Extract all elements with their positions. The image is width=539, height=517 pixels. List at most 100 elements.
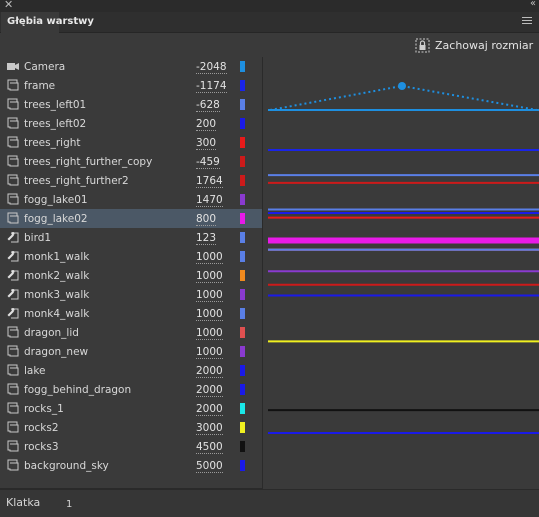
layer-depth-value[interactable]: -628: [196, 99, 220, 112]
layer-color-swatch[interactable]: [240, 80, 245, 91]
layer-depth-value[interactable]: 1764: [196, 175, 223, 188]
layer-row[interactable]: trees_right 300: [0, 133, 262, 152]
layer-row[interactable]: monk3_walk 1000: [0, 285, 262, 304]
layer-color-swatch[interactable]: [240, 251, 245, 262]
layer-name: frame: [24, 80, 56, 92]
collapse-icon[interactable]: ‹‹: [530, 0, 536, 9]
panel-toolbar: Zachowaj rozmiar: [0, 33, 539, 57]
layer-row[interactable]: fogg_lake01 1470: [0, 190, 262, 209]
layer-depth-value[interactable]: 200: [196, 118, 217, 131]
layer-depth-value[interactable]: 2000: [196, 403, 223, 416]
layer-icon: [7, 421, 19, 433]
layer-row[interactable]: trees_left01 -628: [0, 95, 262, 114]
depth-graph: [268, 57, 539, 488]
layer-color-swatch[interactable]: [240, 118, 245, 129]
layer-row[interactable]: rocks_1 2000: [0, 399, 262, 418]
layer-color-swatch[interactable]: [240, 232, 245, 243]
layer-color-swatch[interactable]: [240, 61, 245, 72]
layer-color-swatch[interactable]: [240, 308, 245, 319]
layer-color-swatch[interactable]: [240, 327, 245, 338]
layer-depth-value[interactable]: 5000: [196, 460, 223, 473]
layer-depth-value[interactable]: 1000: [196, 346, 223, 359]
layer-depth-value[interactable]: 3000: [196, 422, 223, 435]
layer-icon: [7, 383, 19, 395]
camera-handle[interactable]: [398, 82, 406, 90]
symbol-icon: [7, 232, 19, 243]
layer-depth-value[interactable]: 300: [196, 137, 217, 150]
layer-depth-value[interactable]: 1000: [196, 270, 223, 283]
layer-name: rocks2: [24, 422, 59, 434]
layer-row[interactable]: monk4_walk 1000: [0, 304, 262, 323]
layer-name: monk3_walk: [24, 289, 90, 301]
layer-depth-value[interactable]: 1000: [196, 289, 223, 302]
layer-color-swatch[interactable]: [240, 99, 245, 110]
layer-row[interactable]: bird1 123: [0, 228, 262, 247]
layer-color-swatch[interactable]: [240, 441, 245, 452]
frame-value[interactable]: 1: [66, 499, 73, 510]
layer-color-swatch[interactable]: [240, 422, 245, 433]
layer-color-swatch[interactable]: [240, 384, 245, 395]
layer-row[interactable]: monk1_walk 1000: [0, 247, 262, 266]
symbol-icon: [7, 251, 19, 262]
hamburger-menu-icon[interactable]: [522, 17, 532, 26]
tab-layer-depth[interactable]: Głębia warstwy: [1, 12, 94, 33]
layer-depth-value[interactable]: 123: [196, 232, 217, 245]
close-icon[interactable]: ✕: [4, 0, 14, 11]
layer-name: fogg_behind_dragon: [24, 384, 132, 396]
frame-label: Klatka: [6, 496, 41, 509]
camera-view-cone: [269, 84, 538, 111]
layer-color-swatch[interactable]: [240, 213, 245, 224]
layer-color-swatch[interactable]: [240, 346, 245, 357]
layer-row[interactable]: trees_right_further_copy -459: [0, 152, 262, 171]
layer-name: trees_right: [24, 137, 81, 149]
layer-name: trees_left02: [24, 118, 87, 130]
layer-depth-value[interactable]: -459: [196, 156, 220, 169]
layer-depth-value[interactable]: 2000: [196, 384, 223, 397]
layer-row[interactable]: Camera -2048: [0, 57, 262, 76]
layer-name: dragon_lid: [24, 327, 79, 339]
layer-name: Camera: [24, 61, 66, 73]
layer-row[interactable]: dragon_new 1000: [0, 342, 262, 361]
layer-row[interactable]: rocks3 4500: [0, 437, 262, 456]
layer-color-swatch[interactable]: [240, 365, 245, 376]
layer-row[interactable]: trees_left02 200: [0, 114, 262, 133]
layer-color-swatch[interactable]: [240, 137, 245, 148]
layer-row[interactable]: background_sky 5000: [0, 456, 262, 475]
layer-color-swatch[interactable]: [240, 270, 245, 281]
layer-depth-value[interactable]: 800: [196, 213, 217, 226]
layer-depth-value[interactable]: -2048: [196, 61, 227, 74]
layer-depth-value[interactable]: 1000: [196, 308, 223, 321]
layer-row[interactable]: rocks2 3000: [0, 418, 262, 437]
layer-color-swatch[interactable]: [240, 175, 245, 186]
layer-row[interactable]: dragon_lid 1000: [0, 323, 262, 342]
layer-depth-value[interactable]: 4500: [196, 441, 223, 454]
layer-row[interactable]: frame -1174: [0, 76, 262, 95]
layer-row[interactable]: monk2_walk 1000: [0, 266, 262, 285]
layer-name: trees_right_further_copy: [24, 156, 153, 168]
layer-name: fogg_lake02: [24, 213, 88, 225]
layer-color-swatch[interactable]: [240, 403, 245, 414]
layer-color-swatch[interactable]: [240, 156, 245, 167]
layer-icon: [7, 212, 19, 224]
layer-row[interactable]: trees_right_further2 1764: [0, 171, 262, 190]
layer-row[interactable]: fogg_behind_dragon 2000: [0, 380, 262, 399]
layer-depth-value[interactable]: 2000: [196, 365, 223, 378]
keep-size-button[interactable]: Zachowaj rozmiar: [415, 36, 533, 54]
layer-color-swatch[interactable]: [240, 289, 245, 300]
layer-name: bird1: [24, 232, 52, 244]
layer-depth-value[interactable]: 1000: [196, 327, 223, 340]
layer-depth-value[interactable]: 1470: [196, 194, 223, 207]
layer-icon: [7, 402, 19, 414]
camera-icon: [7, 63, 19, 70]
layer-color-swatch[interactable]: [240, 194, 245, 205]
symbol-icon: [7, 308, 19, 319]
layer-row[interactable]: lake 2000: [0, 361, 262, 380]
layer-row[interactable]: fogg_lake02 800: [0, 209, 262, 228]
layer-color-swatch[interactable]: [240, 460, 245, 471]
layer-name: rocks3: [24, 441, 59, 453]
layer-depth-value[interactable]: -1174: [196, 80, 227, 93]
layer-icon: [7, 136, 19, 148]
depth-graph-canvas: [268, 82, 539, 434]
tab-layer-depth-label: Głębia warstwy: [7, 16, 94, 27]
layer-depth-value[interactable]: 1000: [196, 251, 223, 264]
